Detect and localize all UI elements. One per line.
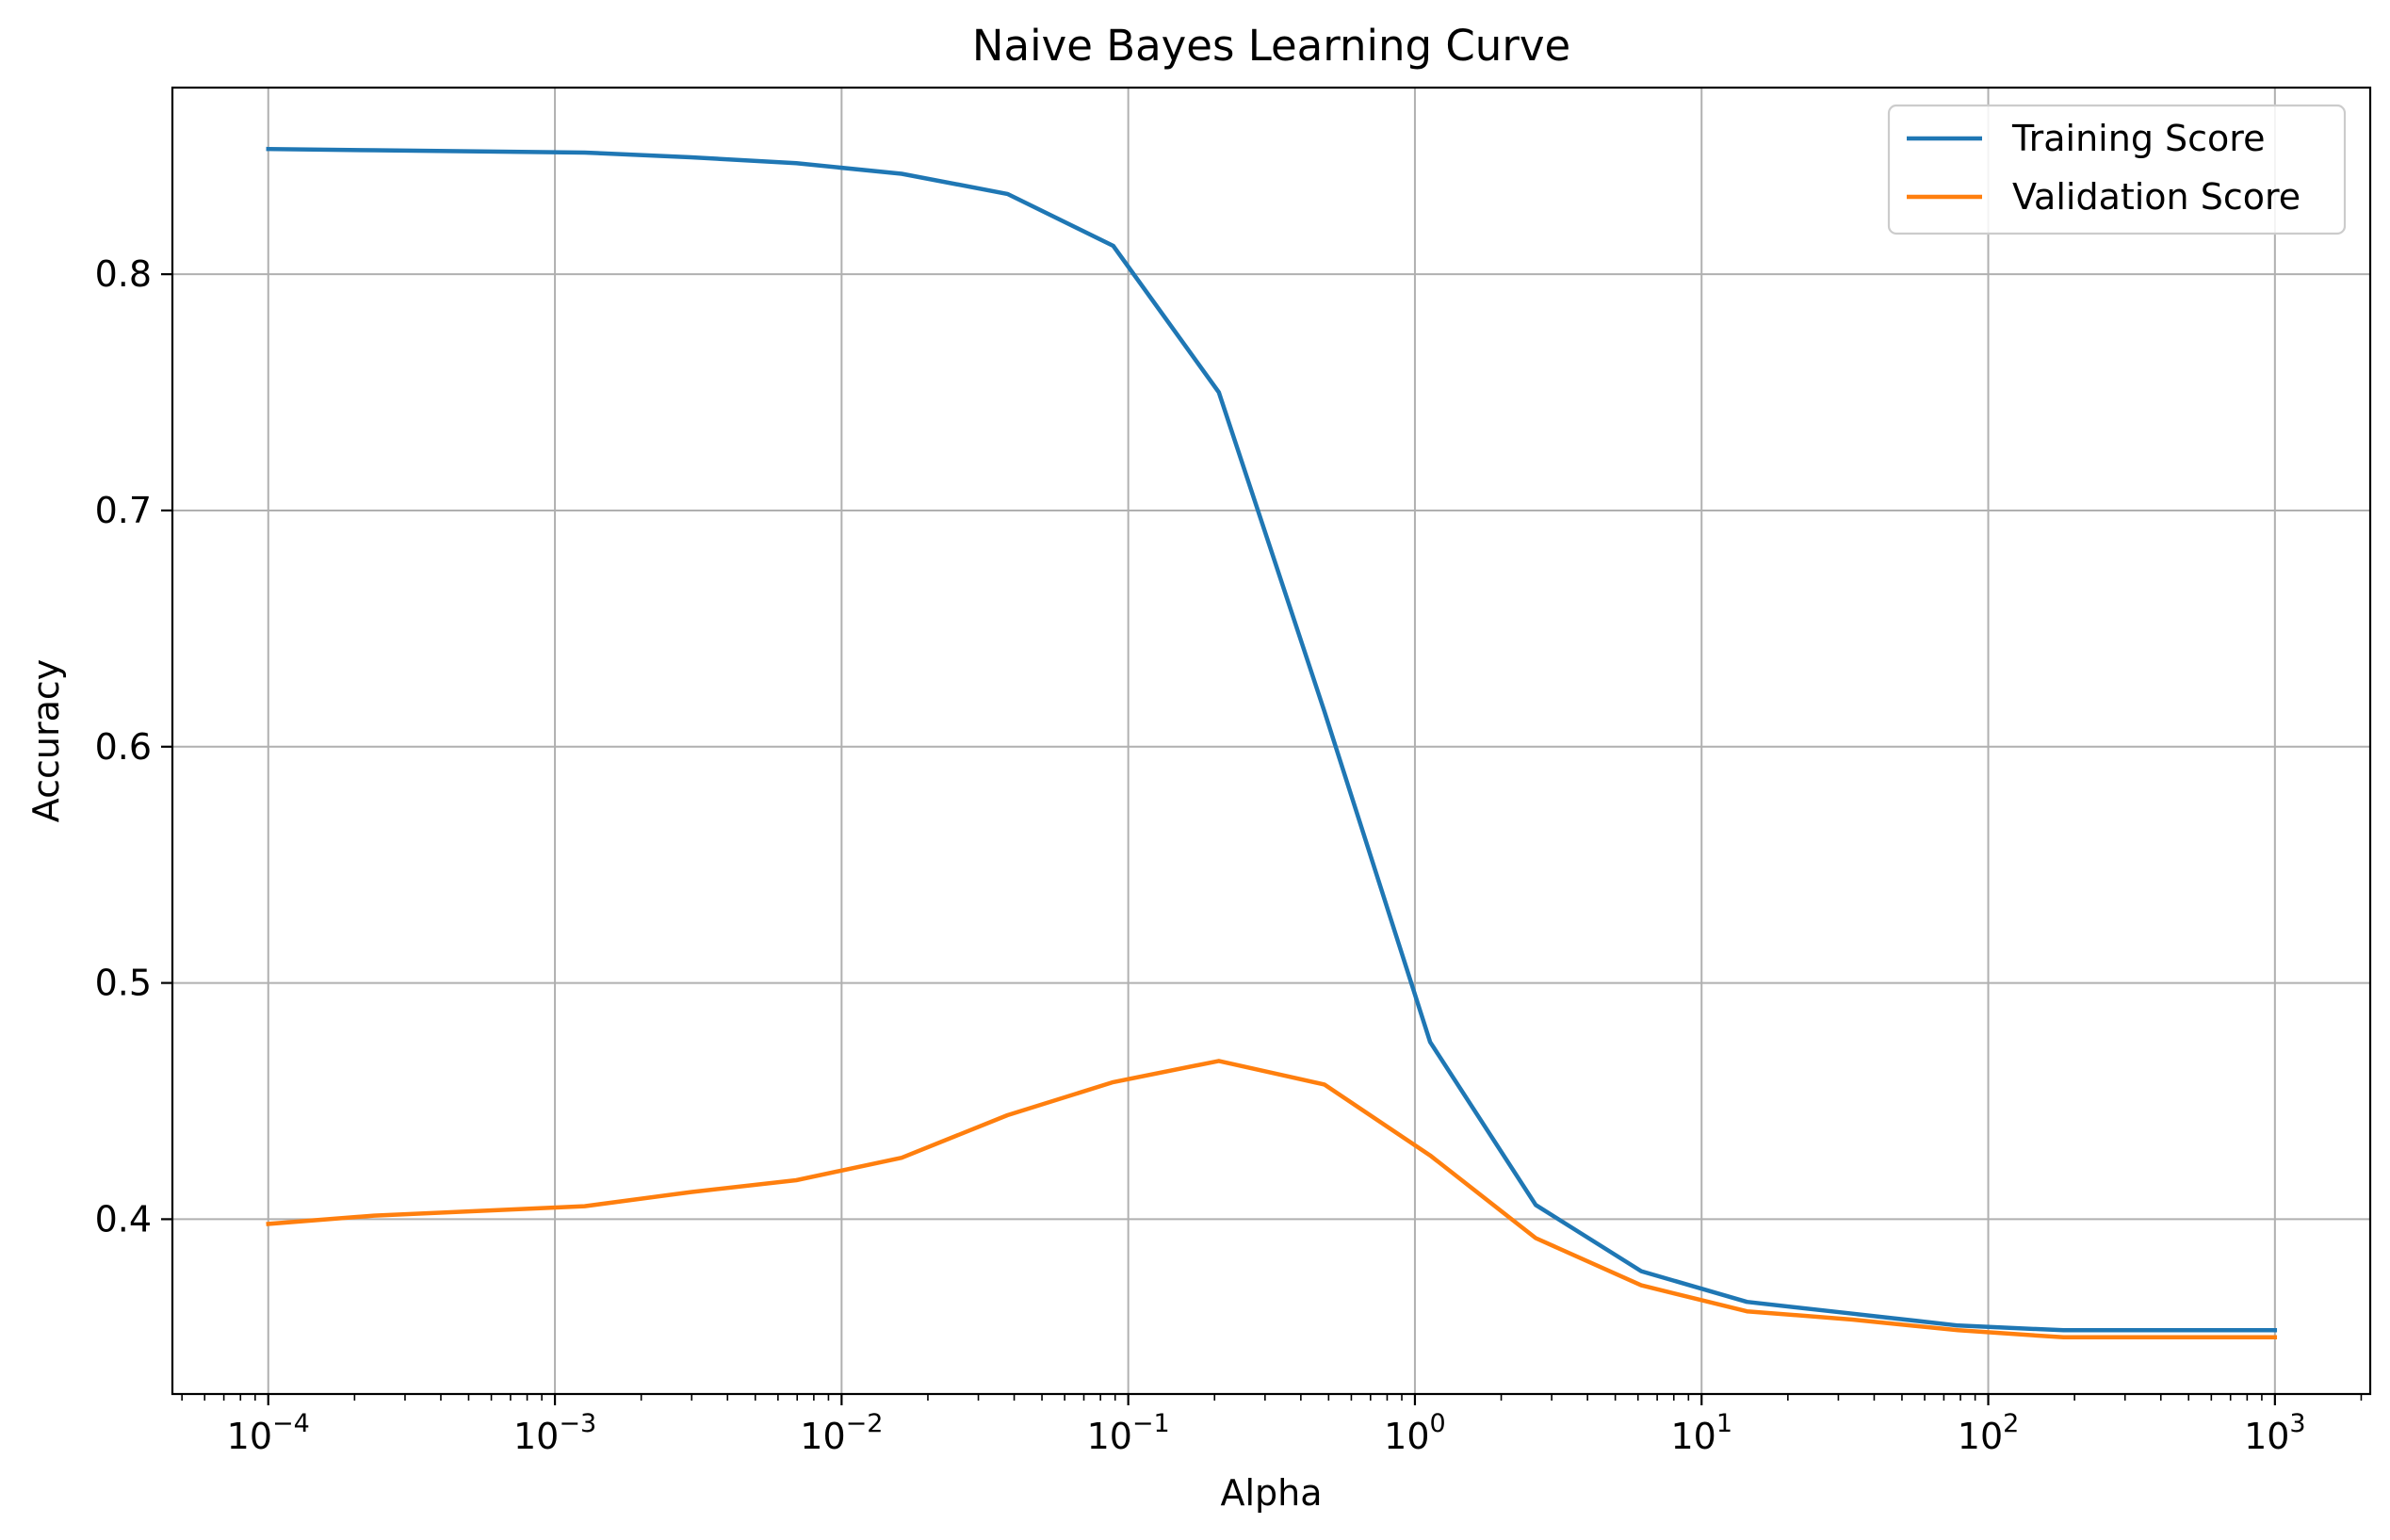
legend-label-validation: Validation Score — [2012, 176, 2301, 218]
y-tick-label: 0.7 — [95, 490, 152, 531]
x-axis-label: Alpha — [1220, 1472, 1322, 1514]
x-tick-exponent: 2 — [2003, 1409, 2019, 1438]
x-tick-exponent: −3 — [559, 1409, 596, 1438]
y-tick-label: 0.5 — [95, 963, 152, 1004]
training-score-line — [266, 146, 2278, 1333]
y-tick-label: 0.8 — [95, 253, 152, 295]
legend-label-training: Training Score — [2011, 118, 2265, 159]
x-tick-base: 10 — [1087, 1416, 1132, 1457]
x-tick-label: 102 — [1958, 1409, 2020, 1457]
x-tick-base: 10 — [1670, 1416, 1715, 1457]
x-tick-base: 10 — [2244, 1416, 2289, 1457]
validation-score-line — [266, 1059, 2278, 1340]
x-tick-exponent: −4 — [272, 1409, 310, 1438]
series-lines — [266, 146, 2278, 1340]
x-tick-exponent: −2 — [846, 1409, 884, 1438]
legend: Training Score Validation Score — [1887, 104, 2347, 235]
x-tick-base: 10 — [1384, 1416, 1429, 1457]
plot-frame — [171, 86, 2372, 1396]
x-tick-exponent: 1 — [1716, 1409, 1732, 1438]
x-tick-base: 10 — [227, 1416, 272, 1457]
legend-box — [1887, 104, 2347, 235]
x-tick-label: 10−2 — [800, 1409, 883, 1457]
x-tick-label: 10−3 — [513, 1409, 596, 1457]
y-tick-label: 0.4 — [95, 1198, 152, 1240]
x-tick-exponent: −1 — [1132, 1409, 1170, 1438]
x-tick-label: 103 — [2244, 1409, 2306, 1457]
x-tick-base: 10 — [1958, 1416, 2003, 1457]
y-tick-label: 0.6 — [95, 726, 152, 768]
x-tick-base: 10 — [800, 1416, 845, 1457]
grid — [172, 88, 2370, 1394]
axis-ticks: 10−4 10−3 10−2 10−1 100 101 102 1030.40.50.60.7… — [95, 253, 2363, 1457]
x-tick-label: 100 — [1384, 1409, 1446, 1457]
y-axis-label: Accuracy — [25, 659, 67, 823]
chart-title: Naive Bayes Learning Curve — [972, 21, 1570, 71]
x-tick-exponent: 0 — [1430, 1409, 1446, 1438]
x-tick-label: 101 — [1670, 1409, 1732, 1457]
x-tick-label: 10−1 — [1087, 1409, 1170, 1457]
x-tick-exponent: 3 — [2289, 1409, 2305, 1438]
x-tick-base: 10 — [513, 1416, 559, 1457]
x-tick-label: 10−4 — [227, 1409, 310, 1457]
